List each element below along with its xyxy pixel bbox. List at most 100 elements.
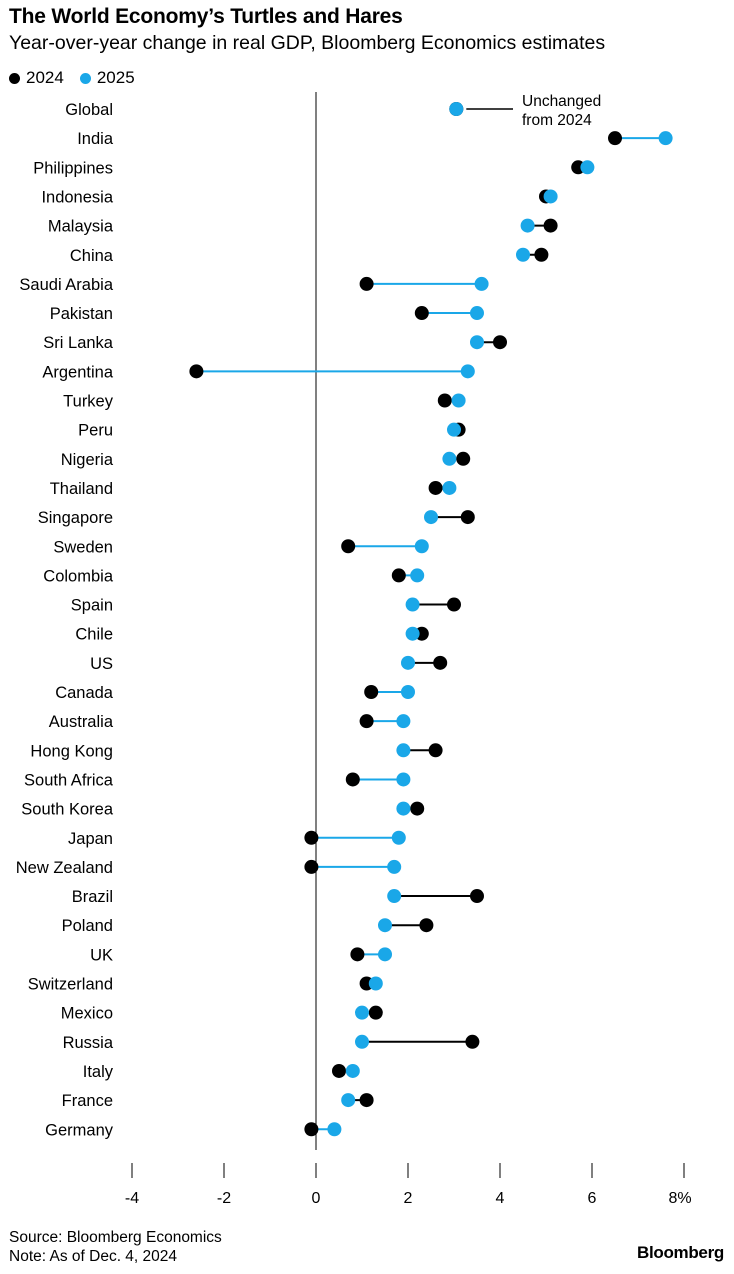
dot-2025	[405, 597, 420, 612]
dot-2024	[608, 131, 622, 146]
dot-2025	[387, 859, 402, 874]
bloomberg-logo: Bloomberg	[636, 1243, 724, 1262]
note-text: Note: As of Dec. 4, 2024	[9, 1248, 178, 1265]
dot-2024	[345, 772, 360, 787]
dot-2025	[391, 830, 406, 845]
country-label: Peru	[78, 422, 113, 440]
x-tick-label: 0	[312, 1190, 321, 1207]
dot-2025	[543, 189, 558, 204]
dot-2024	[359, 276, 374, 291]
dot-2025	[341, 1093, 356, 1108]
dot-2024	[465, 1034, 480, 1049]
x-tick-label: 6	[588, 1190, 597, 1207]
legend-label-2024: 2024	[26, 68, 64, 87]
dot-2024	[428, 743, 443, 758]
country-label: Philippines	[33, 159, 113, 177]
dot-2025	[387, 889, 402, 904]
dot-2025	[449, 102, 464, 116]
country-label: Saudi Arabia	[19, 276, 113, 294]
legend-label-2025: 2025	[96, 68, 135, 87]
dot-2024	[414, 306, 429, 321]
dot-2025	[355, 1034, 369, 1049]
dot-2025	[658, 131, 673, 146]
country-label: New Zealand	[16, 859, 113, 877]
country-label: Chile	[75, 626, 113, 644]
country-label: Singapore	[38, 509, 113, 527]
dot-2024	[304, 1122, 319, 1137]
x-tick-label: 2	[404, 1190, 413, 1207]
country-label: Sweden	[53, 538, 113, 556]
country-label: Pakistan	[50, 305, 113, 323]
dot-2025	[442, 480, 457, 495]
country-label: Colombia	[43, 567, 114, 585]
country-label: Brazil	[72, 888, 113, 906]
dot-2025	[414, 539, 429, 554]
dot-2025	[447, 422, 461, 437]
dot-2025	[378, 947, 392, 962]
dot-2024	[189, 364, 204, 379]
country-label: France	[62, 1092, 113, 1110]
dot-2024	[350, 947, 365, 962]
country-label: Spain	[71, 597, 113, 615]
dot-2025	[424, 510, 438, 525]
country-label: US	[90, 655, 113, 673]
annotation-text: from 2024	[522, 112, 592, 129]
dot-2025	[396, 772, 411, 787]
country-label: China	[70, 247, 114, 265]
country-label: Mexico	[61, 1005, 113, 1023]
source-note: Source: Bloomberg Economics Note: As of …	[9, 1228, 222, 1266]
country-label: South Africa	[24, 771, 114, 789]
dot-2025	[410, 568, 425, 583]
annotation-text: Unchanged	[522, 93, 601, 110]
dot-2025	[516, 247, 530, 262]
dot-2024	[437, 393, 452, 408]
country-label: Thailand	[50, 480, 113, 498]
dot-2024	[368, 1005, 383, 1020]
dot-2024	[332, 1063, 346, 1078]
chart-title: The World Economy’s Turtles and Hares	[9, 5, 403, 28]
country-label: Italy	[83, 1063, 114, 1081]
dot-2024	[433, 655, 448, 670]
country-label: Sri Lanka	[43, 334, 114, 352]
dot-2024	[419, 918, 434, 933]
dot-2025	[355, 1005, 369, 1020]
dot-2025	[580, 160, 595, 175]
dot-2024	[359, 1093, 374, 1108]
country-label: Turkey	[63, 393, 114, 411]
country-label: Indonesia	[41, 188, 113, 206]
country-label: India	[77, 130, 114, 148]
country-label: Switzerland	[28, 976, 113, 994]
dot-2025	[401, 655, 415, 670]
legend-swatch-2025	[79, 72, 91, 84]
x-tick-label: 8%	[668, 1190, 691, 1207]
country-label: Global	[65, 101, 113, 119]
dot-2024	[470, 889, 484, 904]
dot-2025	[442, 451, 457, 466]
dot-2024	[410, 801, 425, 816]
dot-2025	[396, 801, 411, 816]
dot-2025	[451, 393, 466, 408]
dot-2024	[359, 714, 374, 729]
dot-2025	[470, 306, 484, 321]
legend-item-2025: 2025	[79, 68, 135, 88]
legend-swatch-2024	[9, 72, 20, 84]
dot-2024	[304, 859, 319, 874]
country-label: UK	[90, 946, 113, 964]
country-label: Germany	[45, 1121, 114, 1139]
dot-2025	[345, 1063, 360, 1078]
legend: 2024 2025	[9, 68, 151, 88]
dot-2025	[396, 714, 411, 729]
country-label: Hong Kong	[30, 742, 113, 760]
dot-2025	[470, 335, 484, 350]
dot-2025	[327, 1122, 342, 1137]
dot-2024	[341, 539, 356, 554]
dot-2025	[396, 743, 411, 758]
dot-2024	[447, 597, 461, 612]
x-tick-label: -2	[217, 1190, 231, 1207]
dot-2024	[304, 830, 319, 845]
country-label: Malaysia	[48, 218, 114, 236]
country-label: Canada	[55, 684, 114, 702]
x-tick-label: -4	[125, 1190, 139, 1207]
country-label: Poland	[62, 917, 113, 935]
